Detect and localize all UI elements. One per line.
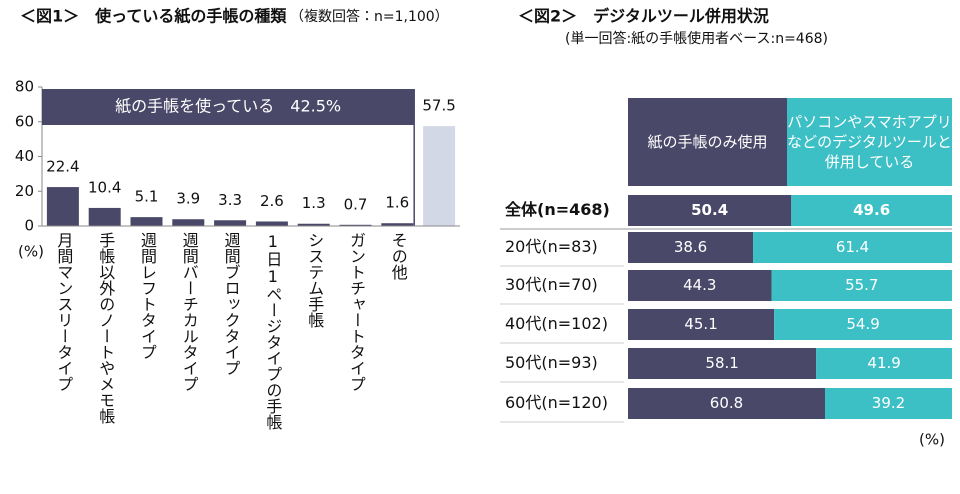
x-tick-label: 1日1ページタイプの手帳 bbox=[263, 232, 282, 430]
value-label: 22.4 bbox=[46, 158, 79, 176]
value-label: 3.9 bbox=[176, 190, 200, 208]
x-tick-label: ガントチャートタイプ bbox=[347, 232, 366, 392]
bar bbox=[46, 187, 79, 226]
y-tick-label: 40 bbox=[15, 147, 34, 165]
bar bbox=[297, 223, 330, 226]
legend-entry-box: 紙の手帳のみ使用 bbox=[628, 98, 787, 186]
value-label: 60.8 bbox=[710, 394, 743, 412]
value-label: 50.4 bbox=[691, 201, 728, 219]
value-label: 0.7 bbox=[344, 195, 368, 213]
row-label: 全体(n=468) bbox=[505, 200, 610, 219]
value-label: 2.6 bbox=[260, 192, 284, 210]
value-label: 44.3 bbox=[683, 276, 716, 294]
value-label: 39.2 bbox=[872, 394, 905, 412]
bar-segment bbox=[628, 232, 754, 263]
bar bbox=[381, 223, 414, 226]
chart-subtitle: (単一回答:紙の手帳使用者ベース:n=468) bbox=[565, 30, 828, 47]
value-label: 45.1 bbox=[684, 315, 717, 333]
y-tick-label: 20 bbox=[15, 182, 34, 200]
row-label: 40代(n=102) bbox=[505, 314, 608, 333]
bar-segment bbox=[753, 232, 952, 263]
unit-label: (%) bbox=[919, 431, 945, 449]
legend-entry: 紙の手帳のみ使用 bbox=[628, 98, 787, 186]
bar bbox=[130, 217, 163, 226]
value-label: 41.9 bbox=[867, 354, 900, 372]
unit-label: (%) bbox=[18, 243, 44, 261]
bar bbox=[423, 126, 456, 226]
row-label: 60代(n=120) bbox=[505, 393, 608, 412]
row-label: 50代(n=93) bbox=[505, 353, 598, 372]
bar-segment bbox=[628, 348, 817, 379]
chart-subtitle: （複数回答：n=1,100） bbox=[290, 8, 449, 25]
row-label: 30代(n=70) bbox=[505, 275, 598, 294]
bar-segment bbox=[774, 309, 952, 340]
x-tick-label: システム手帳 bbox=[305, 232, 324, 328]
value-label: 49.6 bbox=[853, 201, 890, 219]
x-tick-label: その他 bbox=[389, 232, 408, 281]
value-label: 55.7 bbox=[845, 276, 878, 294]
value-label: 10.4 bbox=[88, 178, 121, 196]
row-label: 20代(n=83) bbox=[505, 237, 598, 256]
legend-entry: パソコンやスマホアプリなどのデジタルツールと併用している bbox=[787, 98, 952, 186]
bar-segment bbox=[771, 270, 952, 301]
chart-title: ＜図1＞ 使っている紙の手帳の種類 bbox=[20, 7, 287, 26]
value-label: 1.6 bbox=[385, 194, 409, 212]
chart-title: ＜図2＞ デジタルツール併用状況 bbox=[518, 7, 769, 26]
y-tick-label: 80 bbox=[15, 78, 34, 96]
x-tick-label: 週間レフトタイプ bbox=[138, 232, 157, 360]
value-label: 5.1 bbox=[135, 188, 159, 206]
value-label: 54.9 bbox=[846, 315, 879, 333]
y-tick-label: 0 bbox=[24, 217, 34, 235]
value-label: 61.4 bbox=[836, 238, 869, 256]
x-tick-label: 紙の手帳は使っていない／PCやスマホでのみ管理している bbox=[418, 232, 457, 494]
annotation: 紙の手帳を使っている 42.5% bbox=[115, 97, 341, 116]
bar-segment bbox=[816, 348, 952, 379]
bar-segment bbox=[628, 270, 772, 301]
x-tick-label: 週間ブロックタイプ bbox=[222, 232, 241, 376]
bar bbox=[339, 224, 372, 226]
value-label: 3.3 bbox=[218, 191, 242, 209]
bar bbox=[172, 219, 205, 226]
x-tick-label: 月間マンスリータイプ bbox=[54, 232, 73, 392]
y-tick-label: 60 bbox=[15, 112, 34, 130]
x-tick-label-box: 紙の手帳は使っていない／PCやスマホでのみ管理している bbox=[418, 232, 457, 494]
bar-segment bbox=[628, 309, 775, 340]
bar-segment bbox=[824, 388, 952, 419]
x-tick-label: 週間バーチカルタイプ bbox=[180, 232, 199, 392]
value-label: 38.6 bbox=[674, 238, 707, 256]
value-label: 1.3 bbox=[302, 194, 326, 212]
bar bbox=[255, 221, 288, 226]
value-label: 57.5 bbox=[422, 97, 455, 115]
annotation-banner bbox=[42, 89, 415, 125]
x-tick-label: 手帳以外のノートやメモ帳 bbox=[96, 232, 115, 424]
value-label: 58.1 bbox=[705, 354, 738, 372]
bar-segment bbox=[628, 388, 825, 419]
legend-entry-box: パソコンやスマホアプリなどのデジタルツールと併用している bbox=[787, 98, 952, 186]
bar bbox=[88, 207, 121, 226]
bar-segment bbox=[628, 195, 792, 226]
bar bbox=[214, 220, 247, 226]
bar-segment bbox=[791, 195, 952, 226]
